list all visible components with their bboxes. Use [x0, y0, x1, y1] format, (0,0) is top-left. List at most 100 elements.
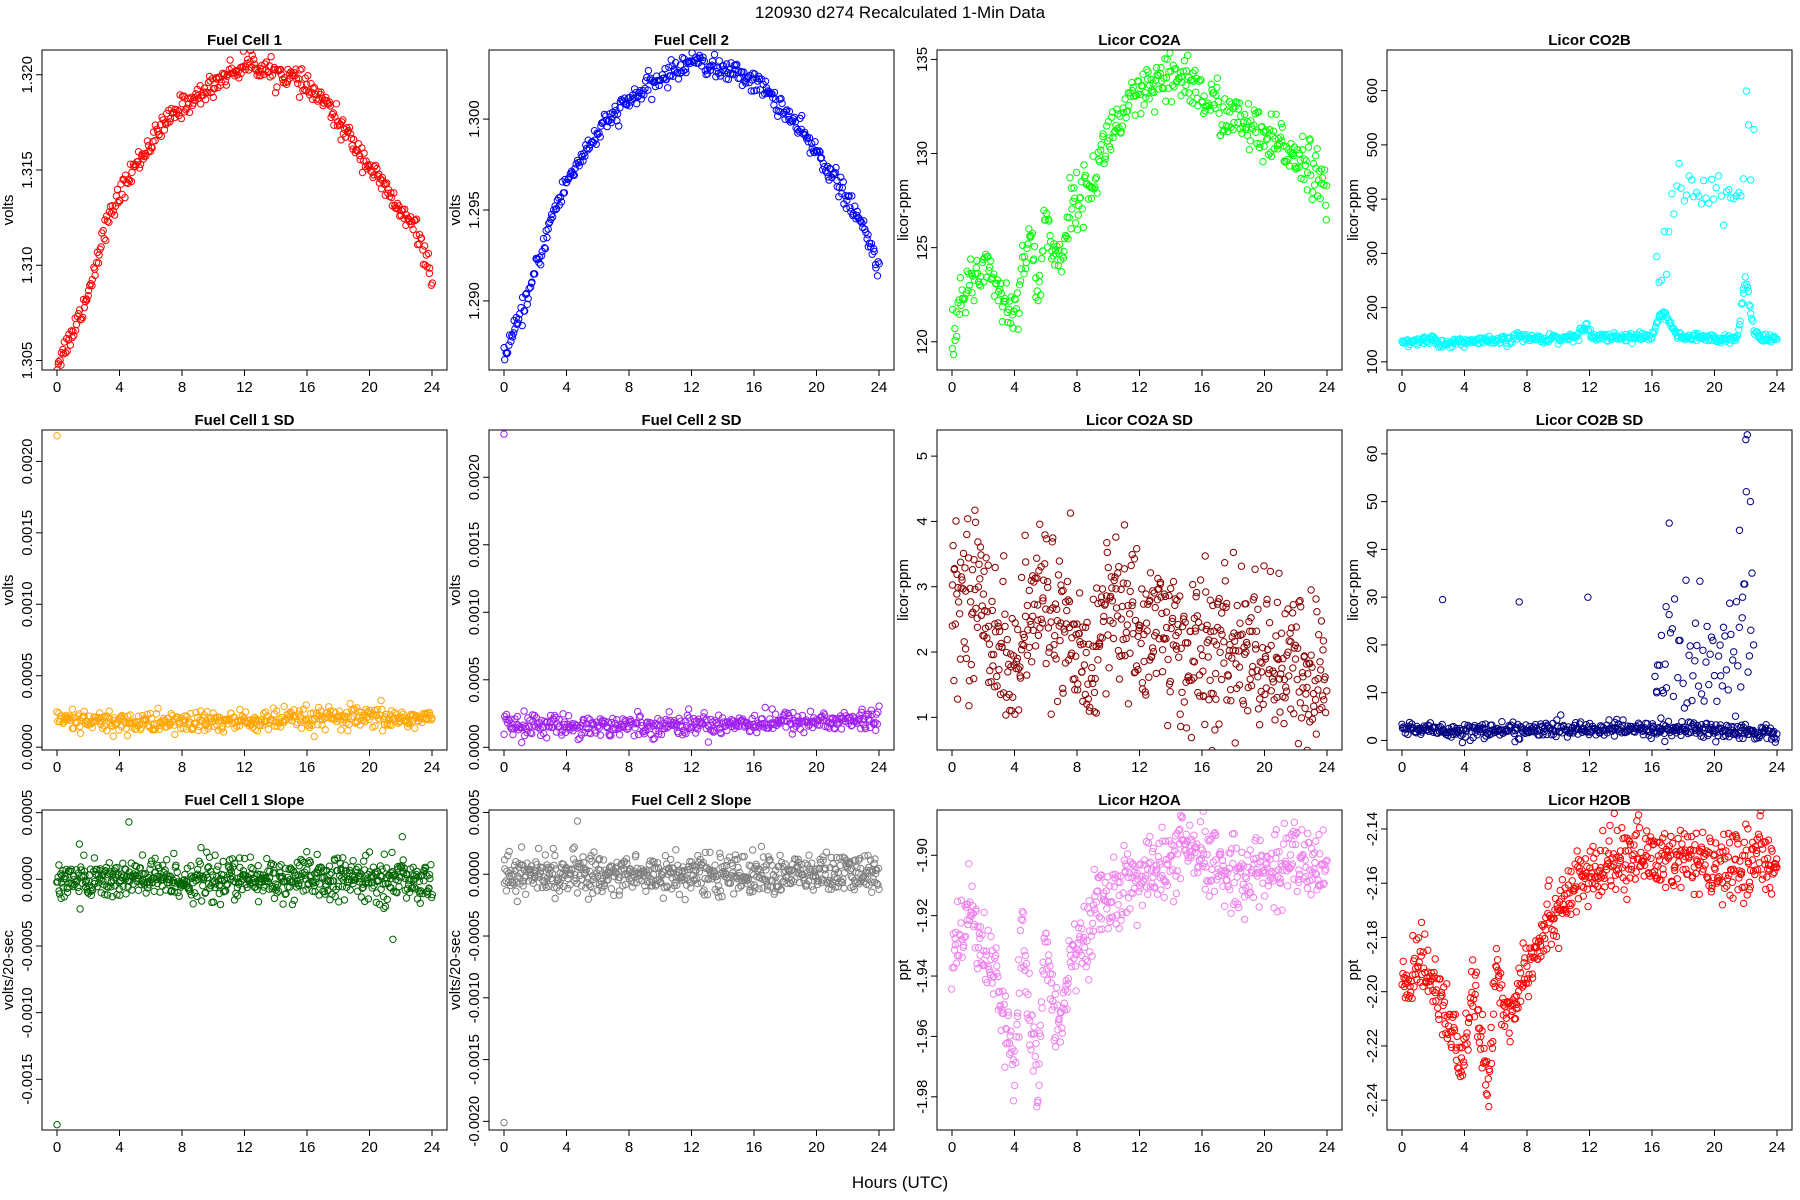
- data-point: [1021, 612, 1030, 620]
- data-point: [1201, 720, 1209, 729]
- data-point: [420, 242, 429, 250]
- data-point: [1162, 97, 1170, 105]
- data-point: [948, 344, 956, 353]
- data-point: [526, 283, 535, 291]
- data-point: [339, 854, 347, 862]
- data-point: [1043, 577, 1052, 586]
- data-point: [1318, 174, 1327, 182]
- y-tick-label: 600: [1364, 78, 1381, 103]
- data-point: [1051, 600, 1060, 608]
- data-point: [157, 132, 166, 141]
- data-point: [72, 320, 81, 329]
- data-point: [363, 165, 371, 173]
- data-point: [101, 713, 110, 721]
- data-point: [747, 87, 755, 95]
- data-point: [1215, 720, 1223, 728]
- data-point: [622, 855, 631, 863]
- data-point: [1254, 673, 1262, 681]
- data-point: [513, 712, 521, 721]
- data-point: [1583, 319, 1591, 328]
- data-point: [411, 724, 419, 732]
- data-point: [514, 319, 522, 327]
- data-point: [1213, 83, 1221, 92]
- data-point: [206, 77, 214, 85]
- data-point: [1120, 521, 1129, 529]
- data-point: [1303, 746, 1311, 750]
- data-point: [526, 717, 534, 725]
- data-point: [70, 332, 78, 340]
- x-tick-label: 4: [1010, 759, 1018, 776]
- data-point: [80, 707, 89, 716]
- data-point: [409, 225, 417, 234]
- data-point: [1661, 660, 1669, 668]
- data-point: [388, 848, 396, 857]
- data-point: [677, 717, 685, 725]
- data-point: [1003, 635, 1011, 644]
- data-point: [173, 868, 181, 876]
- data-point: [1227, 697, 1235, 705]
- data-point: [63, 347, 71, 355]
- data-point: [1277, 120, 1286, 128]
- data-point: [370, 163, 379, 171]
- data-point: [1104, 631, 1112, 639]
- y-axis-label: volts: [0, 195, 17, 226]
- data-point: [1057, 268, 1066, 276]
- data-point: [144, 873, 153, 882]
- data-point: [1230, 637, 1239, 645]
- data-point: [151, 854, 159, 862]
- data-point: [1196, 576, 1205, 584]
- data-point: [755, 75, 764, 83]
- data-point: [1744, 668, 1752, 676]
- y-tick-label: 40: [1364, 541, 1381, 558]
- x-tick-label: 4: [115, 759, 123, 776]
- data-point: [218, 723, 227, 731]
- data-point: [1234, 631, 1242, 639]
- data-point: [302, 701, 310, 709]
- data-point: [552, 205, 560, 214]
- data-point: [1102, 690, 1110, 698]
- data-point: [632, 851, 640, 859]
- data-point: [596, 133, 604, 141]
- data-point: [1245, 617, 1253, 626]
- data-point: [108, 202, 117, 210]
- data-point: [1269, 678, 1278, 686]
- data-point: [680, 728, 688, 737]
- data-point: [1251, 641, 1260, 649]
- data-point: [383, 895, 391, 904]
- data-point: [1029, 612, 1037, 620]
- data-point: [1699, 331, 1707, 340]
- data-point: [221, 77, 230, 86]
- data-point: [1000, 552, 1008, 560]
- data-point: [1296, 699, 1305, 707]
- data-point: [501, 356, 509, 364]
- data-point: [970, 675, 978, 683]
- data-point: [1705, 199, 1713, 208]
- x-tick-label: 16: [1194, 379, 1211, 396]
- data-point: [1001, 610, 1009, 618]
- x-tick-label: 0: [1398, 379, 1406, 396]
- data-point: [298, 857, 306, 865]
- data-point: [1088, 184, 1096, 192]
- data-point: [74, 883, 82, 892]
- data-point: [862, 228, 870, 236]
- data-point: [1011, 710, 1019, 718]
- y-tick-label: 3: [914, 583, 931, 591]
- data-point: [349, 857, 357, 865]
- data-point: [355, 878, 363, 886]
- data-point: [623, 859, 631, 867]
- data-point: [1308, 715, 1317, 723]
- data-point: [949, 350, 958, 359]
- data-point: [1230, 629, 1238, 637]
- data-point: [419, 246, 427, 254]
- data-point: [548, 869, 557, 878]
- data-point: [966, 598, 975, 606]
- data-point: [524, 294, 532, 303]
- x-tick-label: 24: [1769, 759, 1786, 776]
- data-point: [815, 147, 823, 155]
- data-point: [1298, 146, 1307, 154]
- data-point: [271, 869, 279, 877]
- plot-frame: [41, 809, 448, 1131]
- data-point: [425, 871, 434, 879]
- data-point: [1296, 156, 1305, 165]
- data-point: [390, 189, 398, 197]
